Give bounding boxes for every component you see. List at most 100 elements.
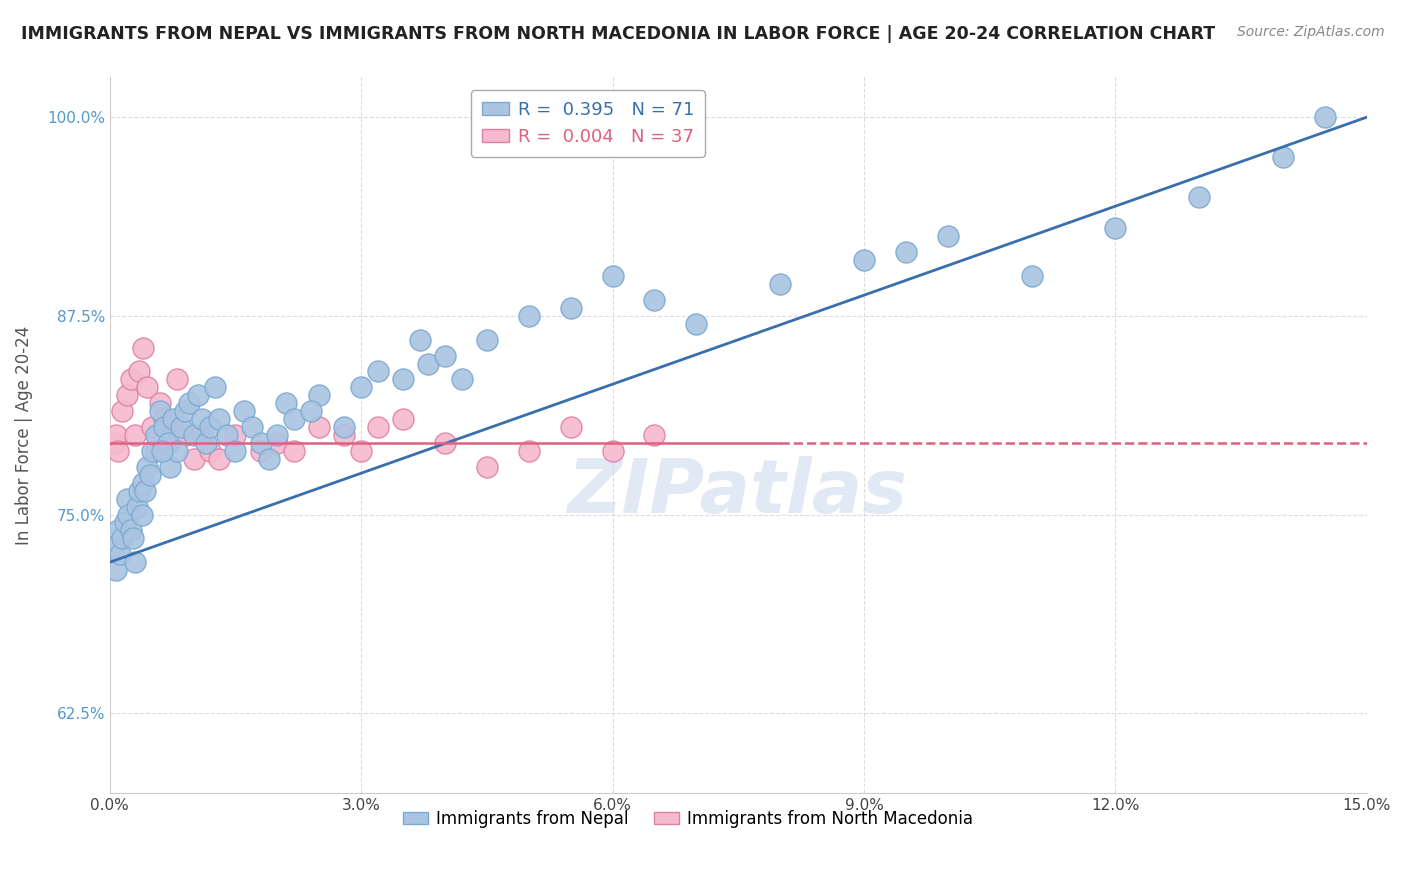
Y-axis label: In Labor Force | Age 20-24: In Labor Force | Age 20-24 — [15, 326, 32, 545]
Point — [204, 380, 226, 394]
Point — [141, 444, 163, 458]
Point — [1021, 269, 1043, 284]
Point — [120, 372, 142, 386]
Point — [124, 555, 146, 569]
Point — [103, 539, 125, 553]
Point — [517, 309, 540, 323]
Point — [150, 444, 173, 458]
Point — [179, 396, 201, 410]
Point — [111, 404, 134, 418]
Point — [299, 404, 322, 418]
Point — [517, 444, 540, 458]
Point — [266, 436, 288, 450]
Point — [853, 253, 876, 268]
Point — [122, 532, 145, 546]
Text: ZIPatlas: ZIPatlas — [568, 456, 908, 529]
Point — [132, 475, 155, 490]
Point — [125, 500, 148, 514]
Point — [115, 388, 138, 402]
Point — [283, 444, 305, 458]
Point — [174, 404, 197, 418]
Point — [107, 524, 129, 538]
Point — [308, 388, 330, 402]
Point — [1104, 221, 1126, 235]
Point — [162, 412, 184, 426]
Point — [936, 229, 959, 244]
Point — [208, 412, 231, 426]
Point — [266, 428, 288, 442]
Point — [643, 428, 665, 442]
Point — [643, 293, 665, 307]
Point — [108, 547, 131, 561]
Point — [769, 277, 792, 291]
Point — [174, 428, 197, 442]
Point — [894, 245, 917, 260]
Point — [170, 420, 193, 434]
Point — [1313, 110, 1336, 124]
Point — [333, 420, 356, 434]
Point — [602, 269, 624, 284]
Point — [240, 420, 263, 434]
Point — [200, 444, 222, 458]
Point — [124, 428, 146, 442]
Point — [475, 333, 498, 347]
Point — [433, 349, 456, 363]
Point — [159, 459, 181, 474]
Point — [224, 428, 246, 442]
Point — [257, 451, 280, 466]
Point — [217, 428, 239, 442]
Point — [367, 364, 389, 378]
Point — [560, 420, 582, 434]
Point — [120, 524, 142, 538]
Point — [107, 444, 129, 458]
Point — [232, 404, 254, 418]
Point — [433, 436, 456, 450]
Point — [117, 508, 139, 522]
Point — [136, 380, 159, 394]
Point — [139, 467, 162, 482]
Point — [367, 420, 389, 434]
Point — [191, 412, 214, 426]
Point — [187, 388, 209, 402]
Point — [149, 396, 172, 410]
Point — [409, 333, 432, 347]
Point — [350, 380, 373, 394]
Point — [103, 436, 125, 450]
Point — [208, 451, 231, 466]
Point — [153, 412, 176, 426]
Point — [149, 404, 172, 418]
Point — [166, 372, 188, 386]
Point — [602, 444, 624, 458]
Point — [153, 420, 176, 434]
Point — [105, 428, 128, 442]
Point — [685, 317, 707, 331]
Point — [224, 444, 246, 458]
Point — [128, 483, 150, 498]
Point — [157, 436, 180, 450]
Point — [162, 428, 184, 442]
Text: IMMIGRANTS FROM NEPAL VS IMMIGRANTS FROM NORTH MACEDONIA IN LABOR FORCE | AGE 20: IMMIGRANTS FROM NEPAL VS IMMIGRANTS FROM… — [21, 25, 1215, 43]
Point — [200, 420, 222, 434]
Point — [191, 428, 214, 442]
Point — [131, 508, 153, 522]
Point — [183, 428, 205, 442]
Point — [308, 420, 330, 434]
Point — [1188, 189, 1211, 203]
Point — [283, 412, 305, 426]
Point — [249, 436, 271, 450]
Point — [450, 372, 472, 386]
Point — [1272, 150, 1295, 164]
Point — [475, 459, 498, 474]
Point — [333, 428, 356, 442]
Point — [392, 372, 415, 386]
Point — [132, 341, 155, 355]
Point — [249, 444, 271, 458]
Point — [145, 428, 167, 442]
Point — [350, 444, 373, 458]
Legend: Immigrants from Nepal, Immigrants from North Macedonia: Immigrants from Nepal, Immigrants from N… — [396, 803, 980, 834]
Point — [128, 364, 150, 378]
Point — [136, 459, 159, 474]
Point — [111, 532, 134, 546]
Point — [274, 396, 297, 410]
Point — [392, 412, 415, 426]
